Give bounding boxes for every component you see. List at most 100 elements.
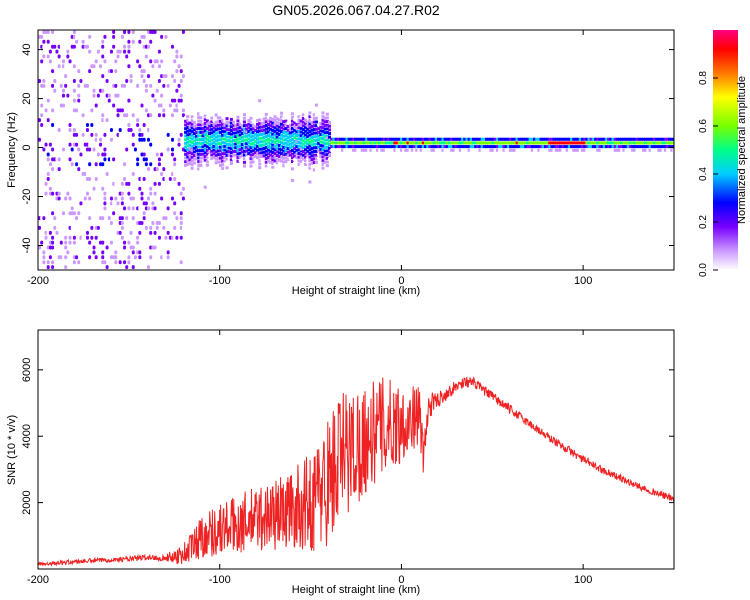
spectrogram-cell [127, 30, 131, 34]
spectrogram-cell [602, 137, 606, 141]
spectrogram-cell [101, 240, 105, 245]
spectrogram-cell [563, 148, 567, 152]
spectrogram-cell [199, 119, 203, 123]
spectrogram-cell [587, 137, 591, 141]
spectrogram-cell [205, 152, 209, 156]
spectrogram-cell [548, 137, 552, 141]
spectrogram-cell [463, 148, 467, 152]
spectrogram-cell [670, 148, 674, 152]
spectrogram-cell [471, 137, 475, 141]
spectrogram-cell [266, 126, 270, 130]
spectrogram-cell [271, 132, 275, 136]
spectrogram-cell [232, 157, 236, 161]
spectrogram-cell [325, 116, 329, 120]
spectrogram-cell [205, 126, 209, 130]
spectrogram-cell [559, 148, 563, 152]
spectrogram-cell [101, 74, 105, 79]
spectrogram-cell [192, 139, 196, 143]
spectrogram-cell [293, 158, 297, 162]
spectrogram-cell [160, 34, 164, 39]
spectrogram-cell [57, 167, 61, 172]
spectrogram-cell [288, 146, 292, 150]
spectrogram-cell [258, 158, 262, 162]
spectrogram-cell [480, 137, 484, 141]
spectrogram-cell [284, 134, 288, 138]
spectrogram-cell [66, 54, 70, 59]
spectrogram-cell [210, 160, 214, 164]
spectrogram-cell [90, 235, 94, 240]
spectrogram-cell [48, 240, 52, 245]
spectrogram-cell [304, 111, 308, 115]
spectrogram-cell [622, 148, 626, 152]
spectrogram-cell [297, 148, 301, 152]
spectrogram-cell [40, 113, 44, 118]
spectrogram-cell [556, 148, 560, 152]
spectrogram-cell [131, 132, 135, 137]
spectrogram-cell [421, 145, 425, 149]
spectrogram-cell [105, 245, 109, 250]
spectrogram-cell [288, 135, 292, 139]
spectrogram-cell [452, 137, 456, 141]
spectrogram-cell [421, 137, 425, 141]
spectrogram-cell [273, 137, 277, 141]
spectrogram-cell [94, 235, 98, 240]
spectrogram-cell [266, 122, 270, 126]
spectrogram-cell [539, 141, 543, 145]
spectrogram-cell [155, 225, 159, 230]
spectrogram-cell [138, 147, 142, 152]
spectrogram-cell [227, 150, 231, 154]
spectrogram-cell [190, 126, 194, 130]
spectrogram-cell [345, 148, 349, 152]
spectrogram-cell [138, 127, 142, 132]
spectrogram-cell [532, 137, 536, 141]
spectrogram-cell [140, 240, 144, 245]
spectrogram-cell [515, 141, 519, 145]
spectrogram-cell [618, 137, 622, 141]
spectrogram-cell [64, 245, 68, 250]
spectrogram-cell [317, 145, 321, 149]
spectrogram-cell [358, 141, 362, 145]
spectrogram-cell [441, 141, 445, 145]
spectrogram-cell [358, 137, 362, 141]
spectrogram-cell [70, 225, 74, 230]
spectrogram-cell [644, 148, 648, 152]
spectrogram-cell [447, 141, 451, 145]
spectrogram-cell [51, 201, 55, 206]
spectrogram-cell [421, 141, 425, 145]
spectrogram-cell [101, 54, 105, 59]
spectrogram-cell [42, 39, 46, 44]
spectrogram-cell [395, 141, 399, 145]
spectrogram-cell [66, 93, 70, 98]
spectrogram-cell [225, 139, 229, 143]
spectrogram-cell [301, 157, 305, 161]
spectrogram-cell [332, 141, 336, 145]
spectrogram-cell [38, 78, 41, 83]
spectrogram-cell [127, 49, 131, 54]
spectrogram-cell [264, 168, 268, 172]
spectrogram-cell [598, 145, 602, 149]
spectrogram-cell [325, 167, 329, 171]
spectrogram-cell [61, 147, 65, 152]
spectrogram-cell [280, 111, 284, 115]
spectrogram-cell [129, 118, 133, 123]
spectrogram-cell [205, 137, 209, 141]
spectrogram-cell [256, 159, 260, 163]
spectrogram-cell [266, 115, 270, 119]
spectrogram-cell [594, 145, 598, 149]
spectrogram-cell [208, 121, 212, 125]
spectrogram-cell [262, 121, 266, 125]
spectrogram-cell [181, 186, 185, 191]
spectrogram-cell [456, 148, 460, 152]
spectrogram-cell [72, 255, 76, 260]
spectrogram-cell [286, 121, 290, 125]
spectrogram-cell [192, 161, 196, 165]
spectrogram-cell [120, 201, 124, 206]
spectrogram-cell [136, 191, 140, 196]
spectrogram-cell [90, 225, 94, 230]
spectrogram-cell [144, 221, 148, 226]
spectrogram-cell [144, 157, 148, 162]
spectrogram-cell [561, 145, 565, 149]
spectrogram-cell [517, 145, 521, 149]
spectrogram-cell [223, 130, 227, 134]
spectrogram-cell [314, 164, 318, 168]
